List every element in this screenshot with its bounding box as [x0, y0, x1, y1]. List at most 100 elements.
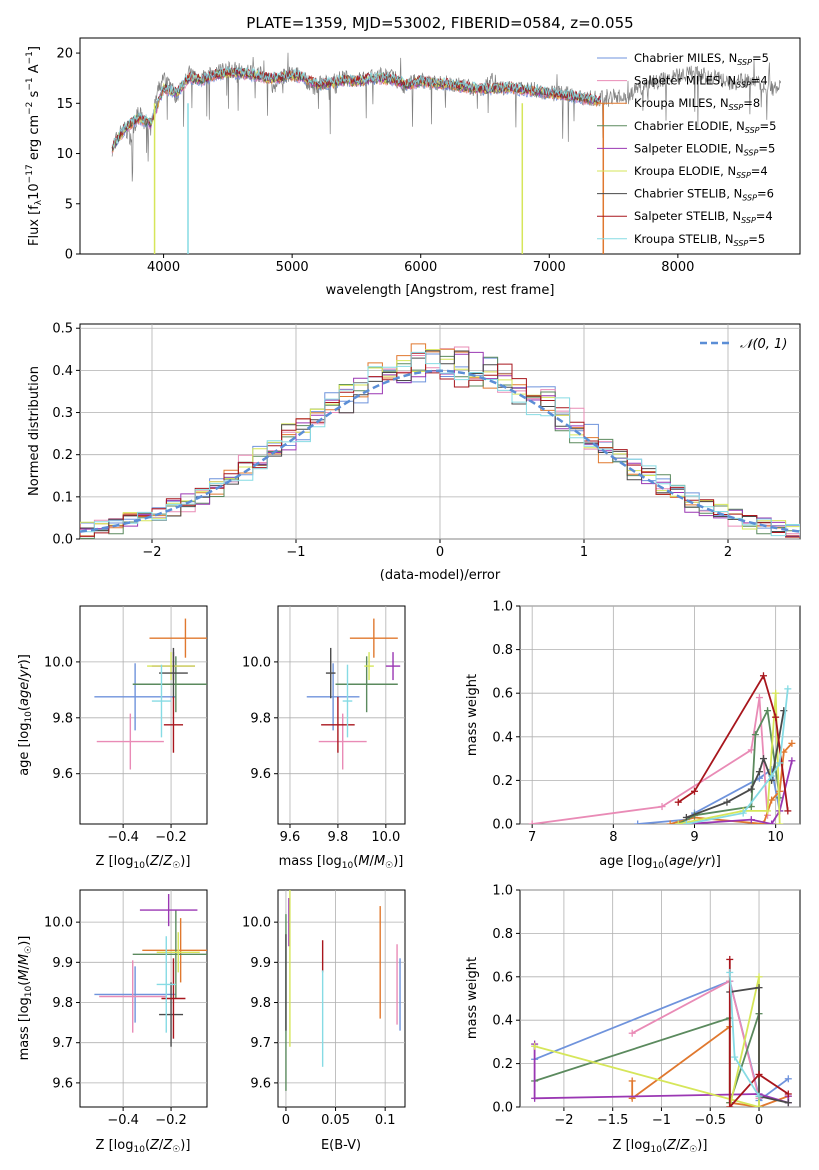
hist-series-step [80, 351, 800, 537]
mass-vs-ebv-xlabel: E(B-V) [321, 1138, 361, 1153]
y-tick-label: 15 [56, 97, 73, 112]
x-tick-label: 6000 [404, 260, 437, 275]
y-tick-label: 0.4 [52, 364, 73, 379]
residual-hist-panel: −2 −1 0 1 2 0.0 0.1 0.2 0.3 0.4 0.5 (data-model)/e… [27, 322, 801, 583]
y-tick-label: 5 [65, 197, 73, 212]
age-vs-mass-axes [277, 605, 406, 825]
y-tick-label: 10.0 [242, 655, 271, 670]
age-vs-mass-panel: 9.6 9.8 10.0 9.6 9.8 10.0 mass [log10(M/M☉)] [242, 605, 406, 871]
model-spectrum-line [111, 67, 601, 148]
x-tick-label: 2 [724, 545, 732, 560]
legend-label: Chabrier STELIB, NSSP=6 [634, 187, 774, 203]
legend-label: Chabrier MILES, NSSP=5 [634, 51, 769, 67]
y-tick-label: 20 [56, 47, 73, 62]
y-tick-label: 0.2 [52, 448, 73, 463]
x-tick-label: 4000 [147, 260, 180, 275]
age-vs-z-axes [79, 605, 208, 825]
x-tick-label: −1 [652, 1113, 671, 1128]
x-tick-label: −2 [554, 1113, 573, 1128]
x-tick-label: 8 [609, 830, 617, 845]
x-tick-label: 1 [580, 545, 588, 560]
y-tick-label: 0.2 [492, 774, 513, 789]
y-tick-label: 9.6 [250, 767, 271, 782]
age-vs-z-xlabel: Z [log10(Z/Z☉)] [96, 854, 191, 871]
spectrum-xlabel: wavelength [Angstrom, rest frame] [326, 283, 555, 298]
x-tick-label: −0.4 [107, 1113, 139, 1128]
x-tick-label: −1.5 [597, 1113, 629, 1128]
age-vs-z-layers: −0.4 −0.2 9.6 9.8 10.0 [44, 606, 207, 845]
mass-vs-z-axes [79, 889, 208, 1108]
mass-weight-vs-z-panel: −2 −1.5 −1 −0.5 0 0.0 0.2 0.4 0.6 0.8 1.0 Z [log10… [465, 884, 801, 1155]
hist-legend-label: 𝒩(0, 1) [740, 337, 787, 352]
errorbars [94, 894, 207, 1047]
y-tick-label: 9.8 [250, 996, 271, 1011]
y-tick-label: 0.0 [52, 533, 73, 548]
spectrum-legend: Chabrier MILES, NSSP=5 Salpeter MILES, NS… [597, 51, 776, 248]
x-tick-label: −0.4 [107, 830, 139, 845]
spectrum-ylabel: Flux [fλ10−17 erg cm−2 s−1 A−1] [25, 46, 44, 246]
y-tick-label: 9.6 [52, 767, 73, 782]
spectrum-axes [79, 37, 801, 255]
x-tick-label: 0 [282, 1113, 290, 1128]
x-tick-label: −0.5 [694, 1113, 726, 1128]
normal-reference-curve [80, 369, 800, 533]
legend-label: Kroupa ELODIE, NSSP=4 [634, 164, 768, 180]
mass-vs-z-layers: −0.4 −0.2 9.6 9.7 9.8 9.9 10.0 [44, 890, 207, 1128]
x-tick-label: −1 [286, 545, 305, 560]
legend-label: Kroupa STELIB, NSSP=5 [634, 232, 765, 248]
mass-weight-series-line [532, 697, 769, 824]
x-tick-label: 7000 [533, 260, 566, 275]
y-tick-label: 0.2 [492, 1057, 513, 1072]
x-tick-label: 5000 [276, 260, 309, 275]
mass-vs-ebv-layers: 0 0.05 0.1 9.6 9.7 9.8 9.9 10.0 [242, 890, 405, 1128]
mass-weight-series-line [631, 979, 760, 1099]
legend-label: Salpeter STELIB, NSSP=4 [634, 209, 773, 225]
age-vs-z-panel: −0.4 −0.2 9.6 9.8 10.0 Z [log10(Z/Z☉)] age [… [17, 605, 208, 871]
y-tick-label: 0.5 [52, 322, 73, 337]
residual-hist-ylabel: Normed distribution [27, 366, 42, 496]
x-tick-label: 0 [755, 1113, 763, 1128]
y-tick-label: 9.6 [52, 1076, 73, 1091]
mass-weight-series-line [534, 1013, 760, 1107]
y-tick-label: 0.6 [492, 970, 513, 985]
spectrum-panel: 4000 5000 6000 7000 8000 0 5 10 15 20 wavelength … [25, 37, 801, 298]
x-tick-label: 9.8 [328, 830, 349, 845]
x-tick-label: −0.2 [155, 830, 187, 845]
y-tick-label: 9.7 [250, 1036, 271, 1051]
errorbars [306, 618, 401, 770]
age-vs-mass-layers: 9.6 9.8 10.0 9.6 9.8 10.0 [242, 606, 405, 845]
hist-steps [80, 343, 800, 539]
mass-weight-vs-z-xlabel: Z [log10(Z/Z☉)] [613, 1138, 708, 1155]
mass-weight-series-line [686, 760, 793, 824]
y-tick-label: 0.0 [492, 1101, 513, 1116]
y-tick-label: 9.9 [52, 956, 73, 971]
residual-hist-xlabel: (data-model)/error [380, 568, 501, 583]
x-tick-label: 9.6 [280, 830, 301, 845]
x-tick-label: 10.0 [371, 830, 400, 845]
x-tick-label: 7 [528, 830, 536, 845]
legend-label: Chabrier ELODIE, NSSP=5 [634, 119, 776, 135]
x-tick-label: −0.2 [155, 1113, 187, 1128]
y-tick-label: 9.6 [250, 1076, 271, 1091]
x-tick-label: 0.1 [375, 1113, 396, 1128]
x-tick-label: −2 [142, 545, 161, 560]
mass-weight-lines [528, 672, 796, 824]
y-tick-label: 9.7 [52, 1036, 73, 1051]
mass-weight-vs-age-axes [519, 605, 801, 825]
y-tick-label: 0.8 [492, 643, 513, 658]
y-tick-label: 10 [56, 147, 73, 162]
y-tick-label: 10.0 [44, 655, 73, 670]
y-tick-label: 1.0 [492, 600, 513, 615]
mass-weight-vs-z-ylabel: mass weight [465, 957, 480, 1039]
x-tick-label: 0.05 [321, 1113, 350, 1128]
y-tick-label: 0.4 [492, 730, 513, 745]
y-tick-label: 0.3 [52, 406, 73, 421]
legend-label: Kroupa MILES, NSSP=8 [634, 96, 760, 112]
legend-label: Salpeter ELODIE, NSSP=5 [634, 141, 775, 157]
y-tick-label: 9.8 [250, 711, 271, 726]
mass-weight-vs-age-xlabel: age [log10(age/yr)] [599, 854, 721, 871]
y-tick-label: 0.4 [492, 1014, 513, 1029]
age-vs-z-ylabel: age [log10(age/yr)] [17, 654, 34, 776]
mass-vs-ebv-axes [277, 889, 406, 1108]
mass-weight-vs-age-layers: 7 8 9 10 0.0 0.2 0.4 0.6 0.8 1.0 [492, 600, 800, 845]
